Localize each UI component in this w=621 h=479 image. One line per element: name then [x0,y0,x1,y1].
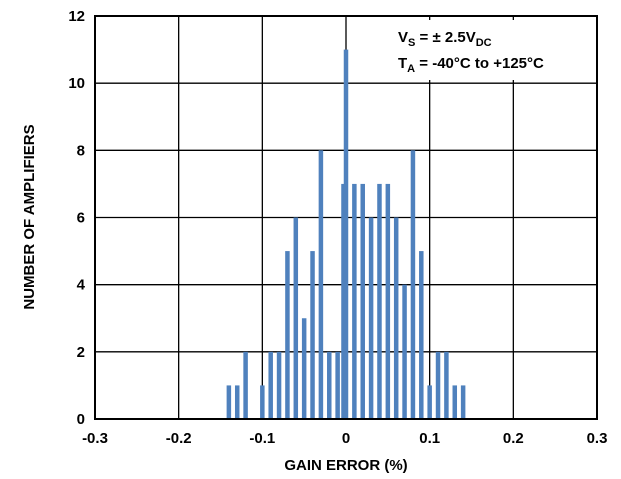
histogram-bar [285,251,290,419]
y-axis-title: NUMBER OF AMPLIFIERS [21,124,38,309]
x-tick-label: -0.2 [166,430,192,447]
histogram-bar [452,385,458,419]
y-tick-labels: 0 2 4 6 8 10 12 [68,8,85,428]
histogram-bar [276,351,282,419]
y-tick-label: 12 [68,8,85,25]
x-tick-label: 0.3 [587,430,608,447]
x-tick-label: 0.2 [503,430,524,447]
histogram-bar [268,351,273,419]
y-tick-label: 2 [77,344,85,361]
histogram-bar [360,183,365,419]
y-tick-label: 10 [68,75,85,92]
y-tick-label: 0 [77,411,85,428]
x-tick-label: -0.3 [82,430,108,447]
annotation-supply-voltage: VS = ± 2.5VDC [398,29,492,49]
histogram-bar [402,284,407,419]
annotation-box [392,20,592,80]
histogram-bar [335,351,340,419]
histogram-bar [352,183,357,419]
annotation-temperature-range: TA = -40°C to +125°C [398,55,544,75]
histogram-bar [301,318,307,419]
histogram-bar [327,351,332,419]
histogram-bar [368,217,374,419]
histogram-bar [234,385,240,419]
histogram-bar [260,385,265,419]
histogram-bar [293,217,299,419]
histogram-bar [243,351,248,419]
x-tick-label: 0 [342,430,350,447]
x-tick-labels: -0.3 -0.2 -0.1 0 0.1 0.2 0.3 [82,430,607,447]
x-axis-title: GAIN ERROR (%) [284,457,407,474]
bars [226,49,466,420]
histogram-bar [419,251,424,419]
histogram-bar [318,150,324,420]
histogram-bar [341,183,346,419]
x-tick-label: -0.1 [249,430,275,447]
plot-frame [94,15,598,420]
histogram-bar [343,49,349,419]
histogram-bar [410,150,416,420]
histogram-bar [226,385,232,419]
histogram-bar [385,183,391,419]
histogram-bar [310,251,315,419]
histogram-bar [377,183,382,419]
x-tick-label: 0.1 [419,430,440,447]
histogram-bar [460,385,466,419]
histogram-bar [435,351,441,419]
histogram-bar [393,217,399,419]
y-tick-label: 6 [77,210,85,227]
y-tick-label: 4 [77,277,86,294]
histogram-bar [427,385,432,419]
histogram-bar [444,351,449,419]
y-tick-label: 8 [77,142,85,159]
